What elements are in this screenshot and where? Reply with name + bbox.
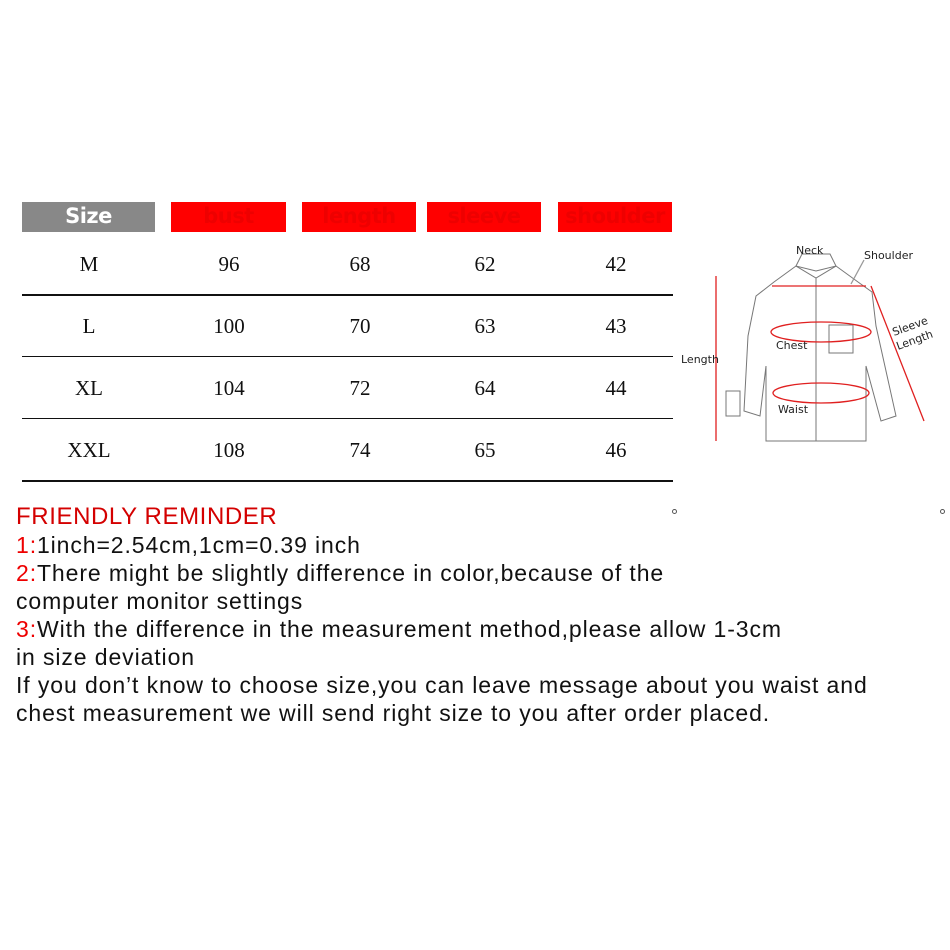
cell-size: XXL: [67, 438, 111, 462]
friendly-reminder: FRIENDLY REMINDER 1:1inch=2.54cm,1cm=0.3…: [16, 503, 886, 727]
cell-shoulder: 43: [605, 314, 627, 338]
label-shoulder: Shoulder: [864, 249, 913, 262]
header-bust: bust: [171, 202, 286, 232]
cell-size: M: [79, 252, 99, 276]
item-text: 1inch=2.54cm,1cm=0.39 inch: [36, 532, 361, 558]
header-length: length: [302, 202, 416, 232]
reminder-item-2: 2:There might be slightly difference in …: [16, 559, 756, 615]
header-size: Size: [22, 202, 155, 232]
cell-size: L: [82, 314, 96, 338]
cell-shoulder: 46: [605, 438, 627, 462]
item-number: 3:: [16, 616, 37, 642]
reminder-note: If you don’t know to choose size,you can…: [16, 672, 868, 726]
header-sleeve: sleeve: [427, 202, 541, 232]
label-length: Length: [681, 353, 719, 366]
row-divider: [22, 480, 673, 482]
item-text: With the difference in the measurement m…: [16, 616, 782, 670]
label-neck: Neck: [796, 244, 824, 257]
cell-length: 68: [349, 252, 371, 276]
item-number: 2:: [16, 560, 37, 586]
cell-shoulder: 42: [605, 252, 627, 276]
item-text: There might be slightly difference in co…: [16, 560, 665, 614]
dot-mark: [940, 509, 945, 514]
cell-sleeve: 63: [474, 314, 496, 338]
cell-sleeve: 65: [474, 438, 496, 462]
label-waist: Waist: [778, 403, 809, 416]
row-divider: [22, 418, 673, 419]
item-number: 1:: [16, 532, 37, 558]
cell-sleeve: 64: [474, 376, 496, 400]
cell-shoulder: 44: [605, 376, 627, 400]
cell-bust: 108: [213, 438, 245, 462]
shirt-diagram: Neck Shoulder Sleeve Length Chest Length…: [681, 244, 935, 442]
dot-mark: [672, 509, 677, 514]
header-shoulder: shoulder: [558, 202, 672, 232]
cell-bust: 104: [213, 376, 245, 400]
label-chest: Chest: [776, 339, 808, 352]
cell-bust: 96: [218, 252, 240, 276]
cell-length: 74: [349, 438, 371, 462]
cell-bust: 100: [213, 314, 245, 338]
cell-length: 72: [349, 376, 371, 400]
cell-size: XL: [75, 376, 103, 400]
reminder-title: FRIENDLY REMINDER: [16, 503, 278, 530]
cell-sleeve: 62: [474, 252, 496, 276]
row-divider: [22, 356, 673, 357]
row-divider: [22, 294, 673, 296]
reminder-item-3: 3:With the difference in the measurement…: [16, 615, 806, 671]
shirt-outline: [743, 265, 897, 442]
cell-length: 70: [349, 314, 371, 338]
reminder-item-1: 1:1inch=2.54cm,1cm=0.39 inch: [16, 531, 886, 559]
